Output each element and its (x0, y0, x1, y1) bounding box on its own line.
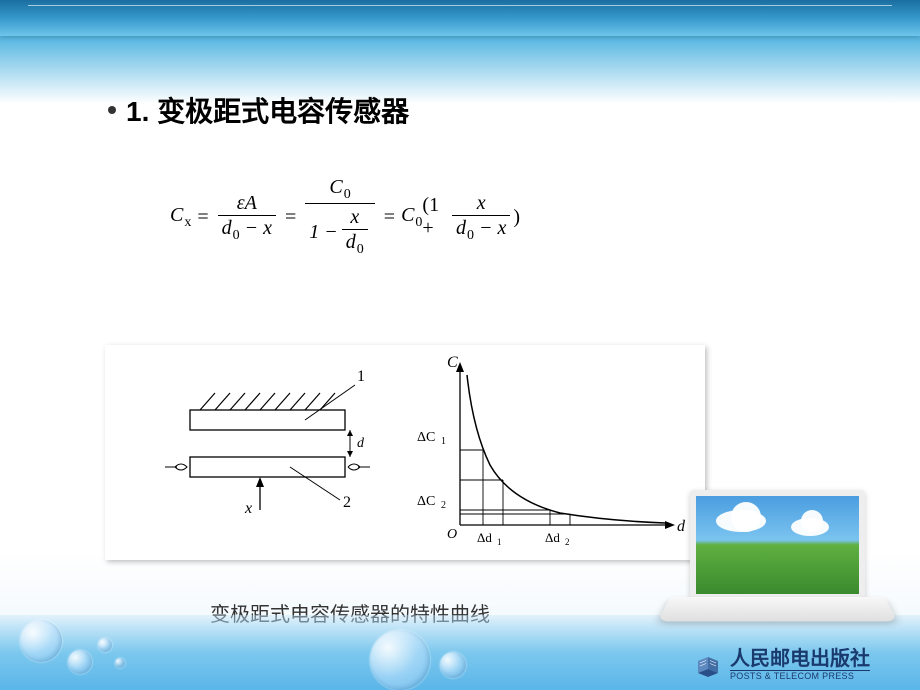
bullet-icon (108, 106, 116, 114)
svg-text:d: d (357, 436, 365, 451)
eq1: = (197, 206, 208, 229)
slide-title: 1. 变极距式电容传感器 (108, 90, 409, 130)
publisher-text: 人民邮电出版社 POSTS & TELECOM PRESS (730, 648, 870, 682)
eq3: = (384, 206, 395, 229)
title-label: 变极距式电容传感器 (157, 96, 409, 127)
top-border (0, 0, 920, 36)
svg-text:C: C (447, 354, 458, 371)
publisher-icon (694, 651, 722, 679)
term1: εA d0 − x (218, 191, 276, 244)
svg-text:1: 1 (441, 436, 446, 447)
svg-text:Δd: Δd (545, 530, 560, 545)
term3-open: (1 + (422, 194, 449, 240)
svg-text:O: O (447, 527, 457, 542)
top-highlight (28, 5, 893, 6)
svg-text:1: 1 (357, 368, 365, 385)
title-text: 1. 变极距式电容传感器 (126, 90, 409, 130)
svg-text:Δd: Δd (477, 530, 492, 545)
term2: C0 1 − x d0 (305, 175, 375, 260)
svg-text:ΔC: ΔC (417, 430, 435, 445)
formula: Cx = εA d0 − x = C0 1 − x d0 = C0 (1 + x… (170, 175, 520, 260)
publisher-logo: 人民邮电出版社 POSTS & TELECOM PRESS (694, 648, 870, 682)
characteristic-curve: C d O ΔC1 ΔC2 Δd1 Δd2 (405, 345, 705, 560)
svg-text:2: 2 (565, 537, 570, 547)
svg-text:2: 2 (441, 500, 446, 511)
lhs: Cx (170, 204, 191, 231)
svg-text:x: x (244, 500, 252, 517)
publisher-en: POSTS & TELECOM PRESS (730, 670, 870, 682)
eq2: = (285, 206, 296, 229)
svg-text:ΔC: ΔC (417, 494, 435, 509)
term3-close: ) (513, 206, 520, 229)
laptop-decoration (670, 490, 885, 635)
title-number: 1. (126, 96, 149, 127)
svg-text:1: 1 (497, 537, 502, 547)
capacitor-diagram: 1 d 2 x (105, 345, 405, 560)
term3-coef: C0 (401, 204, 422, 231)
publisher-cn: 人民邮电出版社 (730, 648, 870, 670)
figure-container: 1 d 2 x C (105, 345, 705, 560)
term3-frac: x d0 − x (452, 191, 510, 244)
svg-text:2: 2 (343, 494, 351, 511)
